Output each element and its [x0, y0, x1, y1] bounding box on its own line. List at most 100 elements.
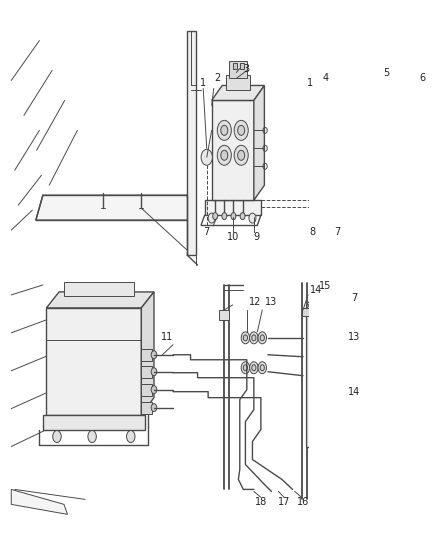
Bar: [321, 116, 359, 200]
Circle shape: [243, 335, 247, 341]
Bar: [226, 76, 251, 91]
Polygon shape: [212, 100, 254, 200]
Circle shape: [379, 148, 393, 168]
Polygon shape: [46, 292, 154, 308]
Text: 14: 14: [310, 285, 322, 295]
Circle shape: [252, 365, 256, 371]
Circle shape: [221, 125, 228, 135]
Bar: [406, 150, 416, 166]
Circle shape: [328, 158, 334, 166]
Polygon shape: [36, 195, 194, 220]
Circle shape: [325, 410, 331, 417]
Polygon shape: [254, 85, 265, 200]
Bar: [141, 349, 152, 361]
Bar: [370, 148, 382, 168]
Text: 17: 17: [278, 497, 290, 507]
Polygon shape: [43, 415, 145, 430]
Polygon shape: [321, 102, 368, 116]
Text: 1: 1: [200, 78, 206, 88]
Circle shape: [243, 365, 247, 371]
Circle shape: [238, 150, 245, 160]
Text: 6: 6: [420, 74, 426, 84]
Circle shape: [201, 149, 212, 165]
Bar: [141, 384, 152, 395]
Circle shape: [151, 368, 157, 376]
Bar: [141, 366, 152, 378]
Bar: [316, 198, 372, 210]
Circle shape: [234, 146, 248, 165]
Polygon shape: [46, 308, 141, 415]
Circle shape: [325, 154, 338, 171]
Text: 14: 14: [348, 386, 360, 397]
Polygon shape: [316, 198, 372, 212]
Circle shape: [322, 322, 333, 338]
Circle shape: [260, 365, 265, 371]
Polygon shape: [205, 200, 261, 215]
Text: 18: 18: [255, 497, 267, 507]
Circle shape: [322, 406, 333, 422]
Bar: [141, 402, 152, 414]
Circle shape: [343, 158, 348, 166]
Bar: [233, 62, 237, 69]
Circle shape: [361, 123, 411, 193]
Text: 5: 5: [383, 68, 389, 77]
Circle shape: [371, 136, 402, 180]
Text: 13: 13: [265, 297, 278, 307]
Circle shape: [221, 150, 228, 160]
Circle shape: [322, 378, 333, 394]
Bar: [240, 62, 244, 69]
Circle shape: [222, 213, 227, 220]
Circle shape: [258, 332, 266, 344]
Circle shape: [53, 431, 61, 442]
Text: 7: 7: [334, 227, 340, 237]
Bar: [302, 308, 310, 316]
Text: 7: 7: [204, 227, 210, 237]
Circle shape: [234, 120, 248, 140]
Polygon shape: [359, 102, 368, 200]
Circle shape: [127, 431, 135, 442]
Text: 2: 2: [214, 74, 220, 84]
Circle shape: [343, 209, 348, 216]
Polygon shape: [141, 292, 154, 415]
Circle shape: [333, 209, 338, 216]
Circle shape: [310, 149, 321, 165]
Circle shape: [339, 130, 352, 147]
Polygon shape: [307, 298, 344, 448]
Circle shape: [88, 431, 96, 442]
Text: 7: 7: [351, 293, 357, 303]
Circle shape: [241, 362, 250, 374]
Circle shape: [323, 209, 328, 216]
Text: 13: 13: [348, 332, 360, 342]
Circle shape: [240, 213, 245, 220]
Circle shape: [328, 134, 334, 142]
Polygon shape: [187, 30, 196, 255]
Circle shape: [325, 382, 331, 390]
Circle shape: [325, 354, 331, 362]
Bar: [229, 61, 247, 78]
Circle shape: [322, 350, 333, 366]
Text: 9: 9: [253, 232, 259, 242]
Text: 10: 10: [226, 232, 239, 242]
Circle shape: [241, 332, 250, 344]
Circle shape: [213, 213, 218, 220]
Circle shape: [325, 130, 338, 147]
Polygon shape: [11, 489, 67, 514]
Circle shape: [258, 362, 266, 374]
Circle shape: [208, 213, 215, 223]
Circle shape: [260, 335, 265, 341]
Text: 3: 3: [244, 63, 250, 74]
Bar: [219, 310, 229, 320]
Circle shape: [151, 386, 157, 394]
Text: 1: 1: [307, 78, 313, 88]
Text: 15: 15: [319, 281, 332, 291]
Circle shape: [217, 120, 231, 140]
Circle shape: [252, 335, 256, 341]
Text: 16: 16: [297, 497, 309, 507]
Circle shape: [250, 362, 258, 374]
Text: 8: 8: [310, 227, 316, 237]
Text: 12: 12: [249, 297, 261, 307]
Circle shape: [151, 351, 157, 359]
Text: 4: 4: [322, 74, 328, 84]
Circle shape: [231, 213, 236, 220]
Bar: [64, 282, 134, 296]
